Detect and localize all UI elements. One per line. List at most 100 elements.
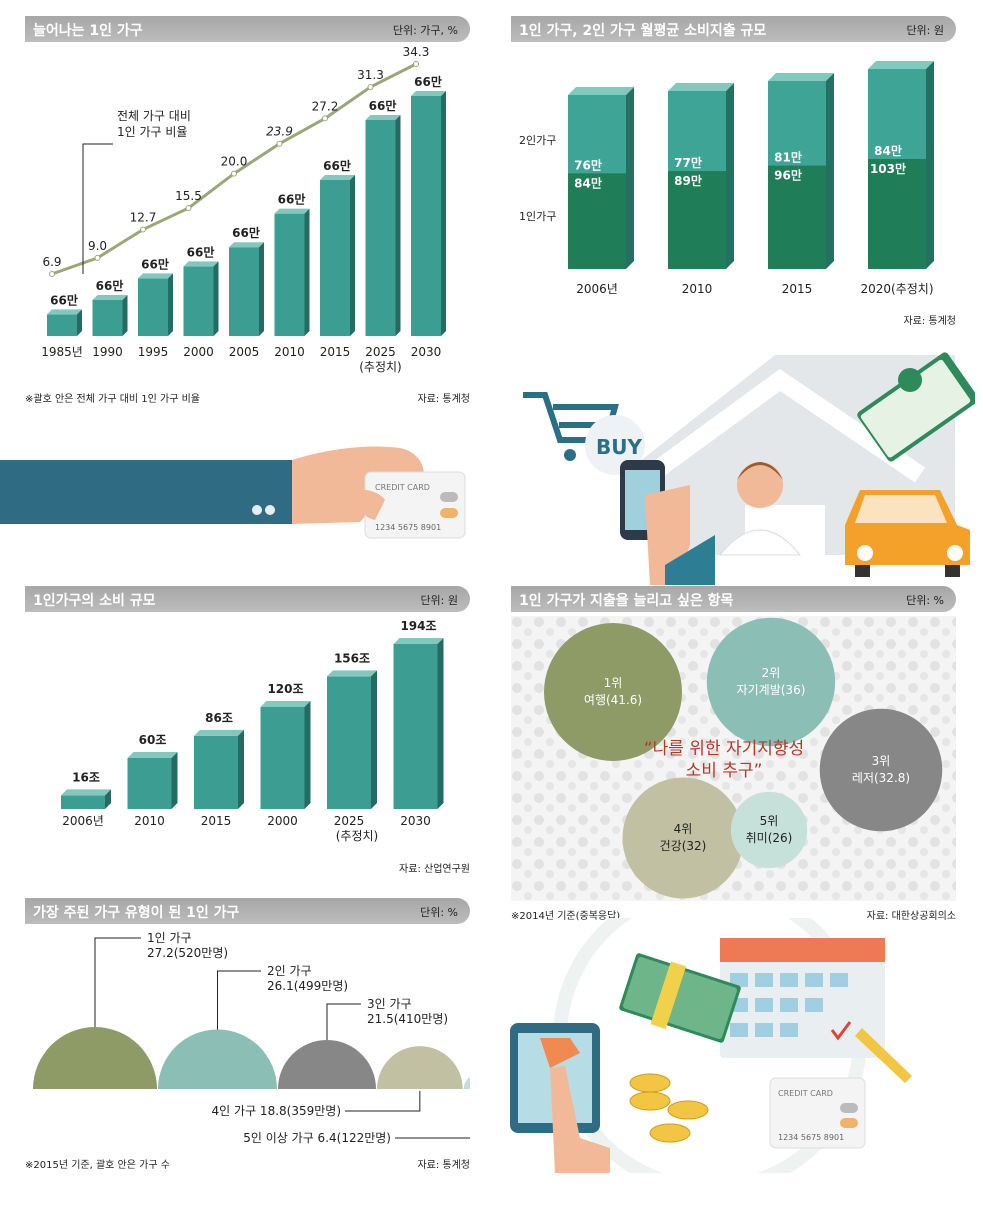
bubble-label: 취미(26) bbox=[746, 831, 793, 845]
bar-top bbox=[61, 789, 111, 796]
bar-label: 66만 bbox=[232, 225, 260, 240]
panel-title: 1인 가구, 2인 가구 월평균 소비지출 규모 bbox=[519, 23, 767, 39]
ratio-label: 9.0 bbox=[88, 239, 107, 253]
bar-top bbox=[393, 638, 444, 644]
card-brand: CREDIT CARD bbox=[375, 483, 430, 492]
leader-line bbox=[94, 937, 141, 1027]
ratio-label: 34.3 bbox=[403, 45, 430, 59]
semicircle bbox=[377, 1046, 463, 1089]
bubble bbox=[819, 708, 943, 832]
bar-top bbox=[92, 295, 128, 300]
card-number: 1234 5675 8901 bbox=[778, 1133, 844, 1142]
source: 자료: 대한상공회의소 bbox=[866, 911, 956, 922]
x-tick-label: 2025 bbox=[334, 814, 365, 828]
annotation-text: 전체 가구 대비 1인 가구 비율 bbox=[117, 109, 191, 139]
x-tick-label: 2005 bbox=[229, 345, 260, 359]
panel-header: 늘어나는 1인 가구 단위: 가구, % bbox=[25, 16, 470, 42]
ratio-point bbox=[185, 205, 192, 212]
label-2person: 84만 bbox=[874, 143, 902, 158]
bar-top bbox=[183, 261, 219, 267]
ratio-point bbox=[140, 226, 146, 233]
ratio-label: 27.2 bbox=[312, 99, 339, 113]
x-tick-label: 1985년 bbox=[41, 345, 83, 359]
panel-consumption-scale: 1인가구의 소비 규모 단위: 원 16조 2006년 60조 2010 86조 2015… bbox=[25, 586, 470, 876]
ratio-label: 20.0 bbox=[221, 155, 248, 169]
bar-side bbox=[168, 273, 173, 336]
x-tick-label: 2030 bbox=[400, 814, 431, 828]
bar bbox=[127, 757, 172, 809]
unit-label: 단위: 원 bbox=[906, 24, 944, 37]
bubble-rank: 5위 bbox=[760, 814, 779, 828]
bar-side bbox=[171, 751, 178, 809]
label-1person: 89만 bbox=[674, 173, 702, 188]
type-name: 3인 가구 bbox=[367, 997, 412, 1011]
bar bbox=[260, 706, 305, 809]
bar bbox=[411, 96, 441, 336]
label-1person: 84만 bbox=[574, 175, 602, 190]
panel-household-types: 가장 주된 가구 유형이 된 1인 가구 단위: % 1인 가구 27.2(520… bbox=[25, 898, 470, 1178]
bar-label: 66만 bbox=[278, 192, 306, 207]
bar-top bbox=[127, 751, 178, 758]
house-illustration: BUY bbox=[523, 352, 975, 585]
bar-top bbox=[47, 309, 82, 315]
x-tick-label: 1995 bbox=[138, 345, 169, 359]
money-illustration: CREDIT CARD 1234 5675 8901 bbox=[510, 918, 912, 1173]
type-label: 4인 가구 18.8(359만명) bbox=[212, 1104, 341, 1118]
panel-header: 1인 가구가 지출을 늘리고 싶은 항목 단위: % bbox=[511, 586, 956, 612]
type-label: 5인 이상 가구 6.4(122만명) bbox=[243, 1131, 391, 1145]
bar-top bbox=[320, 175, 355, 180]
bar-label: 16조 bbox=[72, 770, 100, 784]
bar-label: 60조 bbox=[139, 733, 167, 747]
bar-top bbox=[274, 208, 310, 214]
bar-label: 66만 bbox=[414, 74, 442, 89]
cash-stack-icon bbox=[619, 953, 741, 1043]
bar-label: 156조 bbox=[334, 651, 370, 665]
x-tick-label: 2015 bbox=[782, 282, 813, 296]
bar-1person-segment bbox=[668, 171, 726, 269]
cash-stack-icon bbox=[857, 352, 975, 462]
bar bbox=[229, 247, 259, 336]
panel-header: 가장 주된 가구 유형이 된 1인 가구 단위: % bbox=[25, 898, 470, 924]
panel-header: 1인 가구, 2인 가구 월평균 소비지출 규모 단위: 원 bbox=[511, 16, 956, 42]
bar-side bbox=[213, 261, 219, 336]
bar bbox=[393, 644, 438, 809]
ratio-label: 31.3 bbox=[357, 68, 384, 82]
bubble bbox=[544, 623, 682, 761]
x-tick-label: 2015 bbox=[320, 345, 351, 359]
bar bbox=[365, 120, 396, 336]
bar-side bbox=[304, 208, 310, 336]
bar-label: 66만 bbox=[369, 98, 397, 113]
bar bbox=[320, 180, 350, 336]
ratio-point bbox=[367, 83, 374, 90]
center-text-line2: 소비 추구” bbox=[686, 761, 763, 781]
car-icon bbox=[845, 490, 970, 577]
footnote: ※2015년 기준, 괄호 안은 가구 수 bbox=[25, 1160, 170, 1171]
bar-top bbox=[411, 91, 446, 96]
panel-monthly-spending: 1인 가구, 2인 가구 월평균 소비지출 규모 단위: 원 76만 84만 200… bbox=[511, 16, 956, 327]
coins-icon bbox=[629, 1073, 709, 1143]
source: 자료: 산업연구원 bbox=[399, 864, 470, 875]
x-tick-label: 2000 bbox=[267, 814, 298, 828]
buy-label: BUY bbox=[596, 435, 642, 459]
bar-side bbox=[437, 638, 444, 809]
bar-side bbox=[441, 91, 446, 336]
source: 자료: 통계청 bbox=[417, 1160, 470, 1171]
unit-label: 단위: 원 bbox=[420, 594, 458, 607]
bar-top bbox=[365, 115, 401, 120]
bar bbox=[47, 314, 77, 336]
bar-side bbox=[105, 789, 111, 809]
bubble bbox=[730, 791, 808, 869]
leader-line bbox=[326, 1003, 361, 1040]
bubble-rank: 4위 bbox=[674, 822, 693, 836]
type-value: 21.5(410만명) bbox=[367, 1012, 448, 1026]
x-tick-label: 2020(추정치) bbox=[860, 282, 933, 296]
price-tag-icon bbox=[540, 1038, 580, 1068]
ratio-label: 23.9 bbox=[266, 125, 293, 139]
bar-side bbox=[726, 83, 734, 269]
ratio-label: 12.7 bbox=[130, 211, 157, 225]
ratio-point bbox=[413, 61, 419, 67]
unit-label: 단위: % bbox=[420, 906, 458, 919]
bar-label: 194조 bbox=[400, 619, 436, 633]
sleeve bbox=[0, 460, 292, 524]
